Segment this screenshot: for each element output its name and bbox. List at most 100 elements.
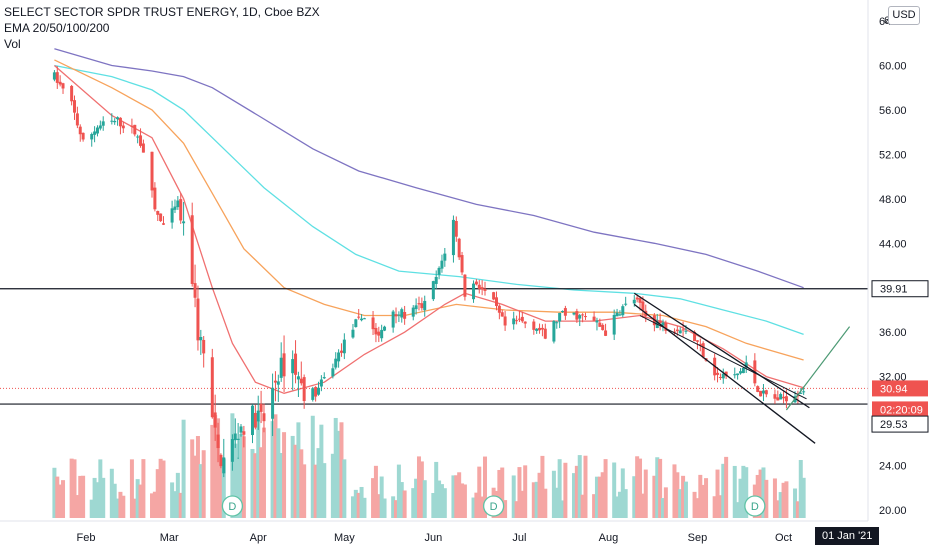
candle-body <box>337 352 341 362</box>
time-tick-label: Oct <box>775 532 792 544</box>
drawn-trendlines[interactable] <box>633 292 851 444</box>
volume-bar <box>319 424 324 518</box>
bar-countdown-badge <box>872 401 928 418</box>
volume-bar <box>795 501 800 518</box>
time-axis[interactable]: Feb Mar Apr May Jun Jul Aug Sep Oct <box>0 520 868 544</box>
volume-bar <box>617 491 622 518</box>
time-tick-label: May <box>334 532 355 544</box>
level-price-badge-1-text: 39.91 <box>880 284 908 296</box>
candle-body <box>443 253 447 261</box>
candle-body <box>253 412 257 428</box>
candle-body <box>400 309 404 318</box>
candle-body <box>397 314 401 316</box>
candle-body <box>552 320 556 342</box>
candle-body <box>156 211 160 215</box>
candle-body <box>222 457 226 474</box>
candle-body <box>701 343 705 358</box>
candle-body <box>474 281 478 285</box>
candle-body <box>342 339 346 354</box>
volume-indicator-label[interactable]: Vol <box>4 37 21 51</box>
dividend-marker[interactable] <box>744 495 766 517</box>
volume-bar <box>379 476 384 518</box>
volume-bar <box>296 422 301 518</box>
volume-bar <box>632 476 637 518</box>
candle-body <box>302 377 306 402</box>
volume-bar <box>698 474 703 518</box>
candle-body <box>721 373 725 379</box>
candle-body <box>578 315 582 319</box>
ema200-line <box>54 48 804 289</box>
candle-body <box>664 323 668 331</box>
volume-bar <box>98 459 103 518</box>
price-tick-label: 20.00 <box>879 505 907 517</box>
volume-bar <box>580 494 585 518</box>
price-axis[interactable]: 20.0024.0028.0032.0036.0040.0044.0048.00… <box>867 0 929 521</box>
candle-body <box>558 312 562 322</box>
volume-bar <box>678 489 683 518</box>
volume-bar <box>434 461 439 518</box>
ema-indicator-label[interactable]: EMA 20/50/100/200 <box>4 21 110 35</box>
candle-body <box>133 124 137 135</box>
candle-body <box>635 297 639 300</box>
candle-body <box>543 328 547 339</box>
volume-bar <box>89 499 94 518</box>
volume-bar <box>462 484 467 518</box>
candle-body <box>764 390 768 395</box>
candle-body <box>520 316 524 322</box>
volume-bar <box>543 488 548 518</box>
symbol-title[interactable]: SELECT SECTOR SPDR TRUST ENERGY, 1D, Cbo… <box>4 5 320 19</box>
volume-bar <box>784 481 789 518</box>
volume-bars <box>52 413 806 518</box>
channel-upper-line[interactable] <box>633 292 810 409</box>
volume-bar <box>577 455 582 518</box>
volume-bar <box>718 495 723 518</box>
volume-bar <box>471 497 476 518</box>
candle-body <box>55 72 59 83</box>
candle-body <box>693 331 697 342</box>
dividend-marker[interactable] <box>221 495 244 517</box>
candle-body <box>339 350 343 353</box>
volume-bar <box>775 500 780 518</box>
volume-bar <box>540 455 545 518</box>
volume-bar <box>61 480 66 518</box>
candle-body <box>377 331 381 336</box>
candle-body <box>273 380 277 383</box>
channel-inner-line[interactable] <box>639 315 807 400</box>
horizontal-levels[interactable] <box>0 288 868 405</box>
volume-bar <box>764 479 769 518</box>
volume-bar <box>193 455 198 518</box>
volume-bar <box>695 498 700 518</box>
volume-bar <box>210 424 215 518</box>
volume-bar <box>178 492 183 518</box>
volume-bar <box>261 427 266 518</box>
candle-body <box>210 357 214 418</box>
candle-body <box>741 368 745 374</box>
channel-lower-line[interactable] <box>633 303 816 444</box>
candle-body <box>500 312 504 317</box>
volume-bar <box>741 465 746 518</box>
candle-body <box>718 377 722 379</box>
candle-body <box>517 318 521 320</box>
volume-bar <box>391 496 396 518</box>
currency-button[interactable]: USD <box>888 6 920 25</box>
candle-body <box>219 454 223 467</box>
candle-body <box>563 308 567 316</box>
projection-line[interactable] <box>785 326 851 411</box>
volume-bar <box>333 417 338 518</box>
volume-bar <box>480 496 485 518</box>
level-price-badge-1 <box>871 280 929 298</box>
candle-body <box>675 329 679 332</box>
candle-body <box>641 301 645 311</box>
volume-bar <box>635 456 640 518</box>
candle-body <box>477 284 481 289</box>
candle-body <box>170 208 174 223</box>
candle-body <box>716 372 720 375</box>
candle-body <box>681 329 685 331</box>
volume-bar <box>172 491 177 518</box>
dividend-marker[interactable] <box>482 495 505 517</box>
candle-body <box>592 316 596 321</box>
time-tick-label: Aug <box>599 532 619 544</box>
candle-body <box>761 390 765 394</box>
